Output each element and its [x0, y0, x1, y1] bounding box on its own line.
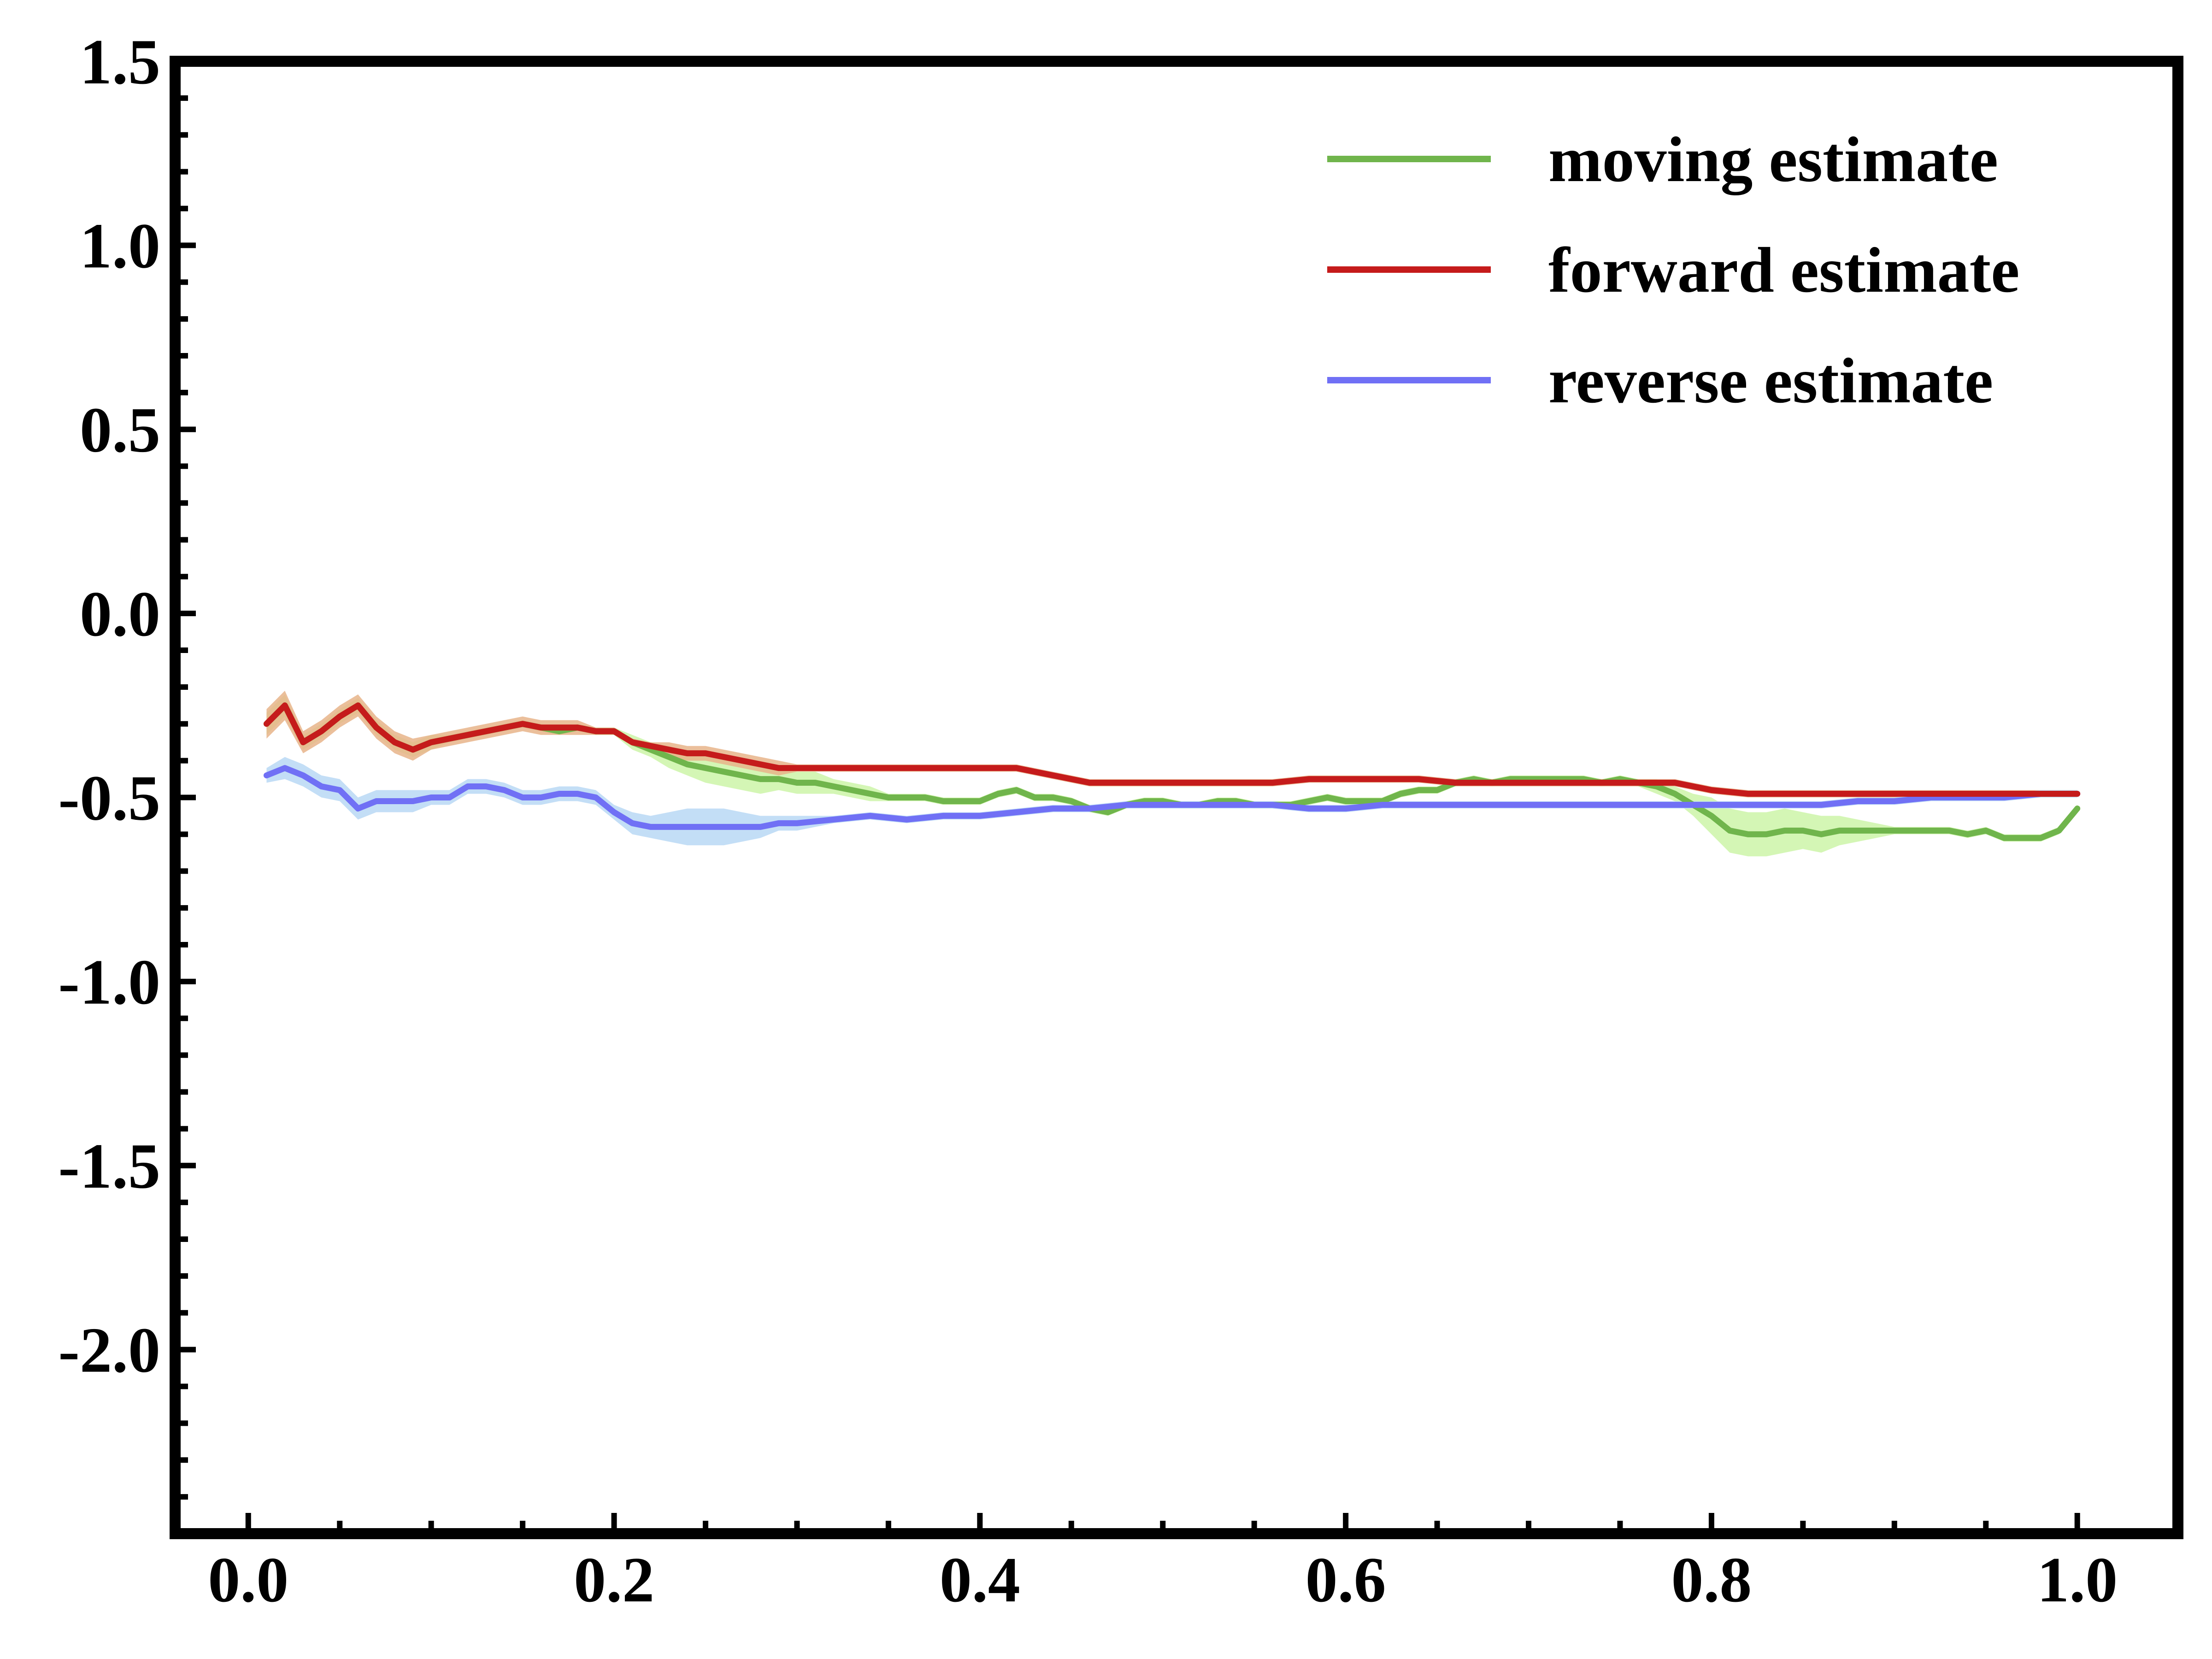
y-tick-label: 1.0	[80, 210, 160, 282]
y-tick-label: -1.5	[58, 1130, 160, 1202]
y-tick-label: 1.5	[80, 26, 160, 98]
x-tick-label: 1.0	[2037, 1544, 2118, 1616]
y-tick-label: -0.5	[58, 763, 160, 834]
band-series-2	[266, 757, 2077, 846]
x-tick-label: 0.2	[574, 1544, 654, 1616]
y-tick-label: -2.0	[58, 1315, 160, 1386]
x-axis: 0.0 0.2 0.4 0.6 0.8 1.0	[208, 1513, 2118, 1616]
legend-label: moving estimate	[1548, 124, 1998, 195]
confidence-bands	[266, 690, 2077, 857]
y-tick-label: 0.5	[80, 394, 160, 466]
x-tick-label: 0.4	[940, 1544, 1020, 1616]
x-tick-label: 0.6	[1306, 1544, 1386, 1616]
legend-label: forward estimate	[1548, 235, 2019, 306]
legend-label: reverse estimate	[1548, 345, 1993, 417]
x-tick-label: 0.0	[208, 1544, 288, 1616]
series-lines	[263, 702, 2081, 841]
x-tick-label: 0.8	[1671, 1544, 1752, 1616]
legend: moving estimate forward estimate reverse e…	[1327, 124, 2019, 417]
line-series-2	[263, 765, 2081, 830]
line-series-1	[263, 702, 2081, 797]
y-tick-label: -1.0	[58, 947, 160, 1018]
y-tick-label: 0.0	[80, 578, 160, 650]
y-axis: 1.5 1.0 0.5 0.0 -0.5 -1.0 -1.5 -2.0	[58, 26, 196, 1536]
